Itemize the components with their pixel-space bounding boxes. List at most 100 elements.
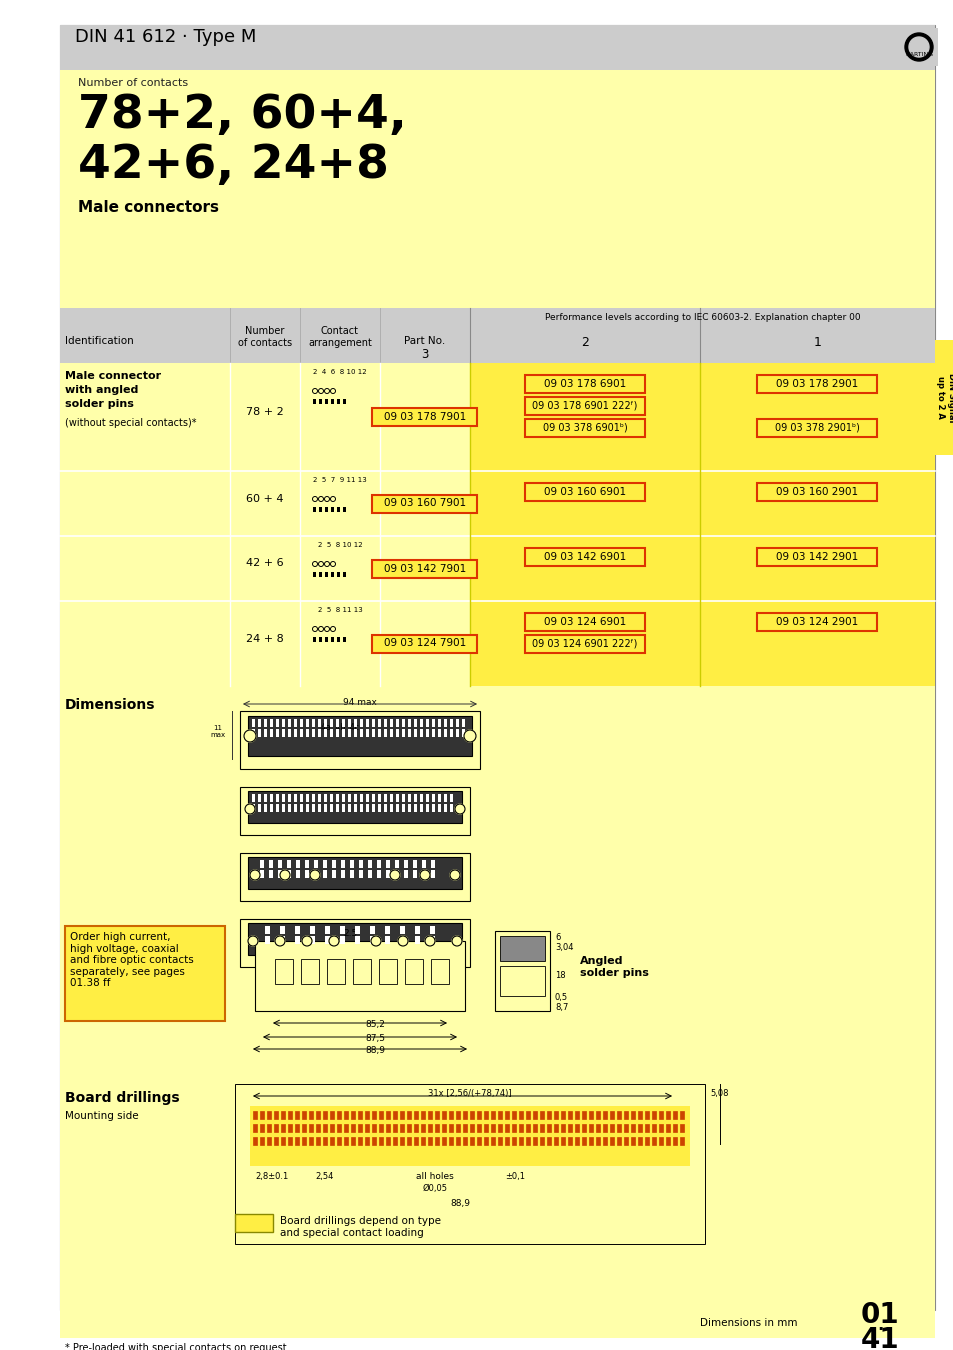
Bar bbox=[470, 1125, 474, 1133]
Bar bbox=[372, 1137, 375, 1145]
Bar bbox=[399, 1137, 403, 1145]
Text: ±0,1: ±0,1 bbox=[504, 1172, 524, 1181]
Text: 42 + 6: 42 + 6 bbox=[246, 559, 283, 568]
Bar bbox=[312, 805, 314, 811]
Bar bbox=[757, 613, 877, 630]
Bar bbox=[384, 720, 387, 728]
Bar bbox=[525, 1111, 530, 1119]
Bar bbox=[325, 637, 328, 643]
Bar bbox=[288, 729, 291, 737]
Text: 09 03 178 6901: 09 03 178 6901 bbox=[543, 379, 625, 389]
Bar bbox=[450, 720, 453, 728]
Bar bbox=[504, 1137, 509, 1145]
Bar bbox=[337, 400, 340, 404]
Bar bbox=[524, 613, 644, 630]
Bar bbox=[312, 794, 314, 802]
Circle shape bbox=[371, 936, 380, 946]
Bar bbox=[575, 1111, 578, 1119]
Text: Contact
arrangement: Contact arrangement bbox=[308, 325, 372, 347]
Bar bbox=[420, 1111, 424, 1119]
Text: 0,5: 0,5 bbox=[555, 994, 568, 1002]
Bar bbox=[294, 805, 296, 811]
Circle shape bbox=[463, 730, 476, 742]
Bar bbox=[495, 931, 550, 1011]
Bar bbox=[432, 729, 435, 737]
Bar bbox=[401, 805, 405, 811]
Bar bbox=[310, 926, 314, 934]
Bar bbox=[295, 869, 299, 878]
Bar bbox=[319, 572, 322, 576]
Bar bbox=[294, 729, 296, 737]
Bar bbox=[644, 1137, 648, 1145]
Bar bbox=[317, 805, 320, 811]
Text: 6: 6 bbox=[555, 933, 559, 942]
Bar bbox=[407, 1111, 411, 1119]
Bar bbox=[354, 805, 356, 811]
Bar bbox=[437, 729, 440, 737]
Bar bbox=[581, 1111, 585, 1119]
Bar bbox=[665, 1137, 669, 1145]
Bar bbox=[524, 397, 644, 414]
Bar bbox=[560, 1137, 564, 1145]
Bar bbox=[331, 508, 335, 512]
Bar bbox=[588, 1125, 593, 1133]
Text: 09 03 160 2901: 09 03 160 2901 bbox=[776, 487, 858, 497]
Bar bbox=[351, 1137, 355, 1145]
Bar bbox=[353, 958, 371, 984]
Bar bbox=[491, 1137, 495, 1145]
Bar bbox=[295, 860, 299, 868]
Bar bbox=[288, 1137, 292, 1145]
Text: 09 03 178 2901: 09 03 178 2901 bbox=[776, 379, 858, 389]
Bar bbox=[546, 1137, 551, 1145]
Bar bbox=[449, 1125, 453, 1133]
Bar bbox=[384, 794, 387, 802]
Circle shape bbox=[424, 936, 435, 946]
Circle shape bbox=[250, 869, 260, 880]
Text: 09 03 160 6901: 09 03 160 6901 bbox=[543, 487, 625, 497]
Text: 18: 18 bbox=[555, 971, 565, 980]
Bar bbox=[386, 1111, 390, 1119]
Bar bbox=[539, 1125, 543, 1133]
Bar bbox=[325, 400, 328, 404]
Bar bbox=[497, 1137, 501, 1145]
Bar bbox=[414, 720, 416, 728]
Bar bbox=[314, 860, 317, 868]
Bar bbox=[341, 729, 345, 737]
Bar bbox=[368, 869, 372, 878]
Bar bbox=[435, 1137, 438, 1145]
Bar bbox=[354, 720, 356, 728]
Bar bbox=[401, 794, 405, 802]
Bar bbox=[306, 794, 309, 802]
Bar bbox=[386, 1137, 390, 1145]
Bar bbox=[399, 936, 405, 944]
Bar bbox=[376, 869, 380, 878]
Bar bbox=[432, 794, 435, 802]
Bar bbox=[638, 1125, 641, 1133]
Bar bbox=[385, 936, 390, 944]
Bar bbox=[365, 1125, 369, 1133]
Bar bbox=[302, 1125, 306, 1133]
Bar bbox=[518, 1111, 522, 1119]
Text: 88,9: 88,9 bbox=[450, 1199, 470, 1208]
Bar bbox=[306, 805, 309, 811]
Bar bbox=[252, 794, 254, 802]
Bar bbox=[281, 1137, 285, 1145]
Bar bbox=[757, 483, 877, 501]
Bar bbox=[248, 791, 461, 823]
Bar bbox=[665, 1111, 669, 1119]
Bar bbox=[414, 1111, 417, 1119]
Bar bbox=[332, 860, 335, 868]
Text: solder pins: solder pins bbox=[65, 400, 133, 409]
Bar bbox=[757, 375, 877, 393]
Bar bbox=[377, 794, 380, 802]
Bar bbox=[299, 805, 303, 811]
Bar bbox=[456, 720, 458, 728]
Bar bbox=[426, 720, 429, 728]
Bar bbox=[343, 637, 346, 643]
Bar bbox=[288, 805, 291, 811]
Bar bbox=[377, 805, 380, 811]
Bar bbox=[378, 958, 396, 984]
Bar bbox=[512, 1111, 516, 1119]
Circle shape bbox=[244, 730, 255, 742]
Bar bbox=[309, 1137, 313, 1145]
